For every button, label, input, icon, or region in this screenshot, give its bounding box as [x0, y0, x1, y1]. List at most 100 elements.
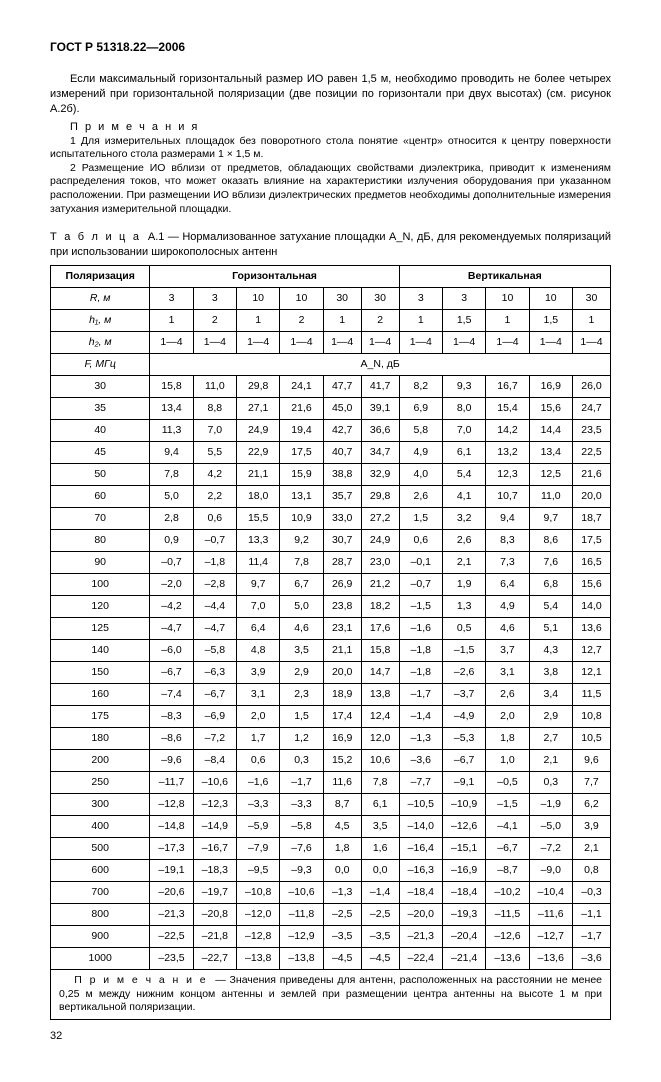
- table-cell: –7,2: [193, 727, 236, 749]
- table-cell: –3,7: [442, 683, 485, 705]
- label-F: F, МГц: [51, 353, 150, 375]
- table-cell: 12,0: [361, 727, 399, 749]
- table-cell: 3,1: [486, 661, 529, 683]
- table-cell: –13,8: [280, 947, 323, 969]
- table-cell: –1,8: [399, 661, 442, 683]
- table-cell: 18,2: [361, 595, 399, 617]
- table-cell: 1—4: [323, 331, 361, 353]
- table-cell: 20,0: [323, 661, 361, 683]
- freq-cell: 35: [51, 397, 150, 419]
- table-cell: 13,1: [280, 485, 323, 507]
- table-cell: –1,8: [399, 639, 442, 661]
- table-cell: –10,4: [529, 881, 572, 903]
- table-cell: 21,1: [323, 639, 361, 661]
- table-cell: 9,7: [237, 573, 280, 595]
- table-cell: –18,3: [193, 859, 236, 881]
- table-cell: 4,6: [486, 617, 529, 639]
- freq-cell: 400: [51, 815, 150, 837]
- table-cell: 7,3: [486, 551, 529, 573]
- freq-cell: 300: [51, 793, 150, 815]
- table-cell: 16,5: [572, 551, 610, 573]
- table-cell: 28,7: [323, 551, 361, 573]
- table-cell: –3,5: [323, 925, 361, 947]
- table-cell: 2,6: [399, 485, 442, 507]
- footnote-prefix: П р и м е ч а н и е: [74, 974, 207, 986]
- table-cell: –11,5: [486, 903, 529, 925]
- table-row: 800–21,3–20,8–12,0–11,8–2,5–2,5–20,0–19,…: [51, 903, 611, 925]
- table-cell: 3: [442, 287, 485, 309]
- table-cell: 5,5: [193, 441, 236, 463]
- freq-cell: 120: [51, 595, 150, 617]
- table-cell: 0,3: [280, 749, 323, 771]
- table-cell: 30,7: [323, 529, 361, 551]
- table-cell: 1: [572, 309, 610, 331]
- table-cell: –9,5: [237, 859, 280, 881]
- table-cell: 3: [150, 287, 193, 309]
- table-cell: –22,5: [150, 925, 193, 947]
- table-cell: 3,1: [237, 683, 280, 705]
- table-cell: –7,9: [237, 837, 280, 859]
- table-cell: 14,2: [486, 419, 529, 441]
- table-cell: –5,3: [442, 727, 485, 749]
- table-cell: 3: [193, 287, 236, 309]
- table-cell: –4,4: [193, 595, 236, 617]
- table-cell: –16,3: [399, 859, 442, 881]
- table-cell: 14,4: [529, 419, 572, 441]
- table-cell: –1,8: [193, 551, 236, 573]
- table-cell: 4,2: [193, 463, 236, 485]
- table-cell: 11,6: [323, 771, 361, 793]
- table-cell: –19,1: [150, 859, 193, 881]
- table-cell: –11,8: [280, 903, 323, 925]
- table-cell: –7,2: [529, 837, 572, 859]
- table-cell: –0,7: [150, 551, 193, 573]
- table-cell: 2,7: [529, 727, 572, 749]
- table-cell: 15,2: [323, 749, 361, 771]
- table-cell: 8,7: [323, 793, 361, 815]
- table-row: 507,84,221,115,938,832,94,05,412,312,521…: [51, 463, 611, 485]
- table-header-row: Поляризация Горизонтальная Вертикальная: [51, 265, 611, 287]
- table-cell: –23,5: [150, 947, 193, 969]
- table-cell: 15,8: [361, 639, 399, 661]
- table-cell: –12,0: [237, 903, 280, 925]
- col-horizontal: Горизонтальная: [150, 265, 399, 287]
- table-cell: 2,9: [280, 661, 323, 683]
- row-h2: h₂, м 1—41—41—41—41—41—41—41—41—41—41—4: [51, 331, 611, 353]
- table-row: 459,45,522,917,540,734,74,96,113,213,422…: [51, 441, 611, 463]
- table-cell: 23,0: [361, 551, 399, 573]
- table-cell: 9,2: [280, 529, 323, 551]
- table-cell: 2,6: [442, 529, 485, 551]
- table-cell: 39,1: [361, 397, 399, 419]
- row-units: F, МГц A_N, дБ: [51, 353, 611, 375]
- table-row: 400–14,8–14,9–5,9–5,84,53,5–14,0–12,6–4,…: [51, 815, 611, 837]
- table-cell: –6,9: [193, 705, 236, 727]
- table-cell: 1—4: [486, 331, 529, 353]
- table-cell: –10,2: [486, 881, 529, 903]
- table-cell: –1,7: [572, 925, 610, 947]
- table-cell: 5,1: [529, 617, 572, 639]
- table-row: 160–7,4–6,73,12,318,913,8–1,7–3,72,63,41…: [51, 683, 611, 705]
- table-cell: 27,2: [361, 507, 399, 529]
- table-cell: –12,3: [193, 793, 236, 815]
- table-cell: 6,1: [442, 441, 485, 463]
- table-cell: 3,7: [486, 639, 529, 661]
- table-cell: 15,5: [237, 507, 280, 529]
- table-cell: 9,6: [572, 749, 610, 771]
- table-cell: 12,3: [486, 463, 529, 485]
- table-cell: –4,1: [486, 815, 529, 837]
- table-cell: 5,8: [399, 419, 442, 441]
- table-row: 700–20,6–19,7–10,8–10,6–1,3–1,4–18,4–18,…: [51, 881, 611, 903]
- table-cell: –6,7: [442, 749, 485, 771]
- table-cell: 21,2: [361, 573, 399, 595]
- document-code: ГОСТ Р 51318.22—2006: [50, 40, 611, 54]
- table-cell: 11,0: [193, 375, 236, 397]
- table-cell: –8,3: [150, 705, 193, 727]
- table-cell: 1,7: [237, 727, 280, 749]
- table-cell: 26,9: [323, 573, 361, 595]
- table-row: 4011,37,024,919,442,736,65,87,014,214,42…: [51, 419, 611, 441]
- table-cell: –1,5: [486, 793, 529, 815]
- table-cell: 16,7: [486, 375, 529, 397]
- table-cell: 7,0: [442, 419, 485, 441]
- freq-cell: 150: [51, 661, 150, 683]
- table-cell: –11,7: [150, 771, 193, 793]
- label-h1: h₁, м: [51, 309, 150, 331]
